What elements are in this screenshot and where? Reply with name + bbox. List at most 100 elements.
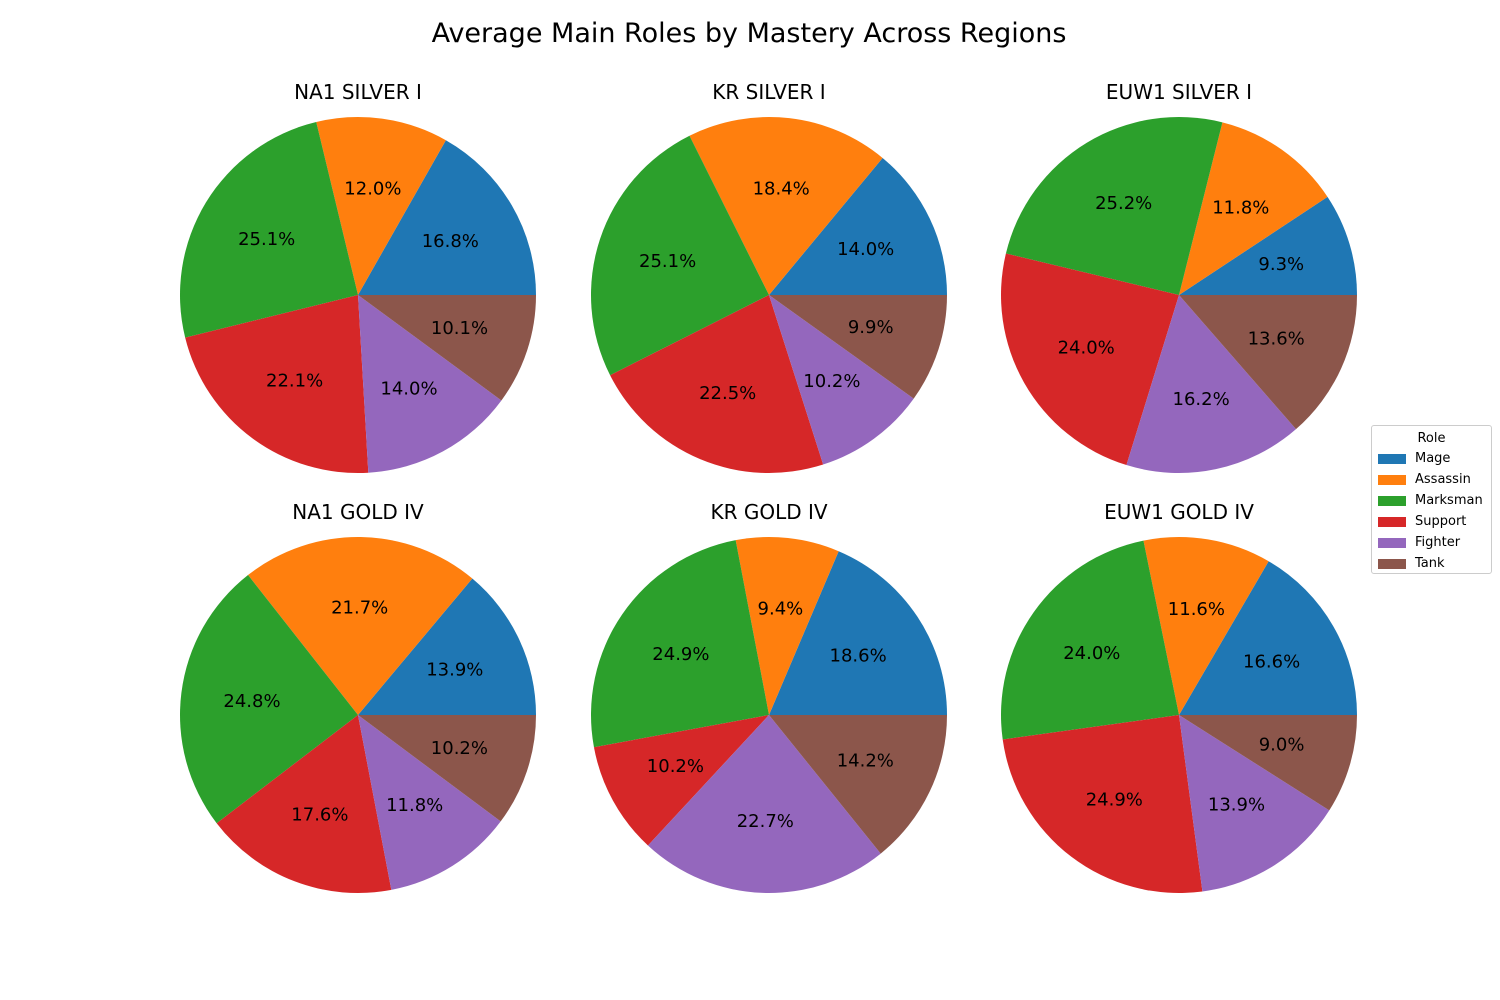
pie-slice-marksman: [1005, 116, 1223, 295]
pie-slice-fighter: [358, 715, 501, 890]
legend-swatch: [1378, 558, 1406, 569]
pie-slice-label: 14.2%: [837, 751, 894, 772]
legend-items: Mage Assassin Marksman Support Fighter Tank: [1372, 448, 1491, 574]
pie-title: KR GOLD IV: [710, 500, 827, 524]
pie-chart: NA1 GOLD IV 13.9% 21.7% 24.8% 17.6% 11.8% 10.2…: [180, 500, 536, 894]
pie-slice-fighter: [769, 295, 914, 465]
pie-slice-assassin: [1143, 537, 1269, 715]
pie-slice-label: 16.6%: [1243, 651, 1300, 672]
pie-slice-label: 24.8%: [223, 691, 280, 712]
pie-slice-marksman: [180, 575, 358, 824]
pie-slice-label: 11.8%: [386, 795, 443, 816]
pie-slice-label: 22.5%: [699, 383, 756, 404]
pie-slice-marksman: [591, 540, 769, 748]
pie-slice-mage: [1179, 196, 1357, 295]
pie-slice-label: 25.2%: [1095, 193, 1152, 214]
pie-slice-label: 16.8%: [422, 231, 479, 252]
pie-slice-marksman: [1001, 540, 1179, 740]
legend-swatch: [1378, 495, 1406, 506]
pie-slice-label: 25.1%: [238, 229, 295, 250]
pie-chart: KR SILVER I 14.0% 18.4% 25.1% 22.5% 10.2% 9.9%: [590, 80, 947, 473]
legend-swatch: [1378, 474, 1406, 485]
pie-slice-assassin: [316, 116, 446, 295]
pie-slice-support: [185, 295, 369, 474]
pie-slice-label: 22.7%: [737, 811, 794, 832]
legend: Role Mage Assassin Marksman Support Fighter T…: [1371, 425, 1492, 574]
pie-chart: EUW1 SILVER I 9.3% 11.8% 25.2% 24.0% 16.2% 13.…: [1001, 80, 1357, 473]
pie-slice-label: 13.6%: [1248, 329, 1305, 350]
pie-title: KR SILVER I: [712, 80, 825, 104]
pie-slice-tank: [1179, 715, 1357, 811]
pie-slice-label: 18.6%: [830, 646, 887, 667]
pie-slice-label: 9.0%: [1259, 734, 1305, 755]
pie-slice-assassin: [689, 116, 883, 295]
pie-slice-assassin: [248, 536, 473, 715]
pie-slice-label: 10.2%: [803, 371, 860, 392]
legend-item-fighter: Fighter: [1372, 532, 1491, 553]
pie-slice-tank: [769, 295, 947, 399]
pie-chart: KR GOLD IV 18.6% 9.4% 24.9% 10.2% 22.7% 14.2%: [591, 500, 947, 894]
pie-slice-label: 18.4%: [753, 178, 810, 199]
legend-label: Mage: [1415, 451, 1451, 466]
pie-slice-label: 24.0%: [1063, 643, 1120, 664]
legend-item-tank: Tank: [1372, 553, 1491, 574]
pie-slice-tank: [1179, 295, 1357, 430]
pie-slice-label: 10.2%: [431, 738, 488, 759]
pie-slice-tank: [358, 715, 536, 822]
pie-slice-label: 9.4%: [758, 598, 804, 619]
pie-slice-mage: [358, 578, 536, 715]
pie-slice-label: 11.6%: [1168, 599, 1225, 620]
legend-item-mage: Mage: [1372, 448, 1491, 469]
legend-label: Support: [1415, 514, 1467, 529]
pie-slice-fighter: [1126, 295, 1296, 473]
pie-slice-mage: [358, 140, 536, 295]
pie-slice-support: [1001, 253, 1179, 466]
legend-label: Assassin: [1415, 472, 1471, 487]
pie-slice-fighter: [358, 295, 502, 473]
pie-slice-label: 13.9%: [1208, 795, 1265, 816]
pie-slice-tank: [358, 295, 536, 401]
pie-title: EUW1 SILVER I: [1106, 80, 1252, 104]
legend-swatch: [1378, 537, 1406, 548]
pie-slice-assassin: [735, 536, 839, 715]
pie-slice-label: 12.0%: [344, 179, 401, 200]
pie-slice-fighter: [1179, 715, 1330, 892]
pie-title: NA1 SILVER I: [294, 80, 422, 104]
pie-slice-mage: [1179, 561, 1357, 715]
pie-slice-label: 25.1%: [639, 251, 696, 272]
pie-slice-label: 22.1%: [266, 370, 323, 391]
pie-slice-label: 16.2%: [1173, 389, 1230, 410]
pie-slice-label: 14.0%: [380, 378, 437, 399]
legend-item-assassin: Assassin: [1372, 469, 1491, 490]
legend-item-marksman: Marksman: [1372, 490, 1491, 511]
legend-title: Role: [1417, 431, 1446, 446]
legend-label: Tank: [1415, 556, 1445, 571]
pie-slice-support: [216, 715, 392, 894]
pie-slice-label: 14.0%: [837, 239, 894, 260]
chart-title: Average Main Roles by Mastery Across Reg…: [432, 18, 1067, 49]
pie-slice-label: 17.6%: [291, 804, 348, 825]
pie-slice-label: 9.9%: [848, 317, 894, 338]
pie-slice-label: 10.2%: [647, 756, 704, 777]
pie-title: EUW1 GOLD IV: [1104, 500, 1254, 524]
legend-swatch: [1378, 516, 1406, 527]
pie-slice-tank: [769, 715, 947, 854]
pie-slice-mage: [769, 157, 947, 295]
pie-slice-label: 13.9%: [426, 659, 483, 680]
pie-slice-label: 9.3%: [1258, 254, 1304, 275]
pie-slice-label: 24.0%: [1058, 337, 1115, 358]
pie-chart: EUW1 GOLD IV 16.6% 11.6% 24.0% 24.9% 13.9% 9.0…: [1001, 500, 1357, 893]
pie-slice-label: 11.8%: [1212, 197, 1269, 218]
pie-title: NA1 GOLD IV: [292, 500, 424, 524]
pie-slice-mage: [769, 551, 947, 715]
pie-slice-label: 21.7%: [331, 598, 388, 619]
pie-grid: NA1 SILVER I 16.8% 12.0% 25.1% 22.1% 14.0% 10.…: [179, 80, 1357, 894]
pie-chart: NA1 SILVER I 16.8% 12.0% 25.1% 22.1% 14.0% 10.…: [179, 80, 536, 474]
pie-slice-support: [1002, 715, 1203, 893]
pie-slice-label: 24.9%: [1086, 790, 1143, 811]
pie-slice-label: 10.1%: [431, 318, 488, 339]
legend-label: Marksman: [1415, 493, 1483, 508]
pie-slice-support: [610, 295, 824, 473]
legend-item-support: Support: [1372, 511, 1491, 532]
